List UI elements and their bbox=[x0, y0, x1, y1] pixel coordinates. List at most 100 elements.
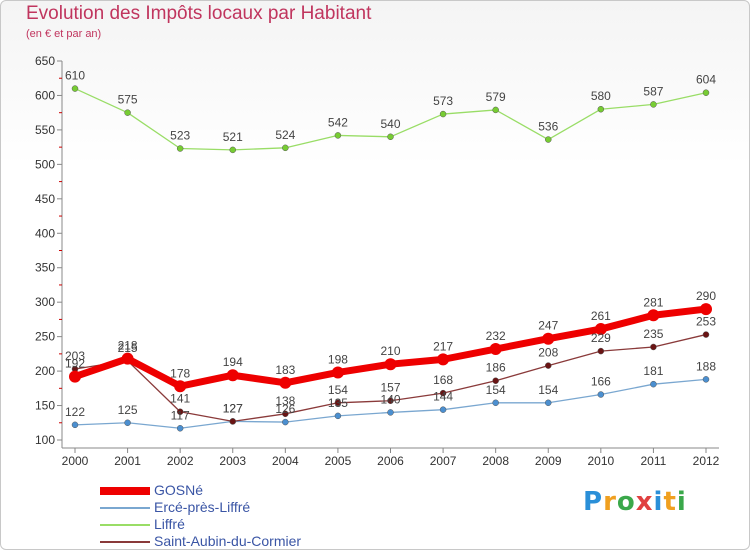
data-point bbox=[334, 412, 342, 420]
data-label: 575 bbox=[118, 93, 138, 107]
data-point bbox=[492, 399, 499, 407]
data-point bbox=[439, 110, 447, 118]
data-point bbox=[176, 425, 184, 432]
x-tick-label: 2012 bbox=[693, 454, 720, 468]
data-point bbox=[226, 369, 239, 382]
data-label: 138 bbox=[275, 394, 295, 408]
data-label: 523 bbox=[170, 129, 190, 143]
chart-subtitle: (en € et par an) bbox=[26, 28, 102, 40]
x-tick-label: 2004 bbox=[272, 454, 299, 468]
data-label: 235 bbox=[643, 327, 663, 341]
chart-title: Evolution des Impôts locaux par Habitant bbox=[26, 3, 372, 24]
data-point bbox=[176, 145, 184, 152]
data-point bbox=[71, 85, 79, 92]
data-point bbox=[124, 419, 131, 427]
data-label: 580 bbox=[591, 89, 611, 103]
data-point bbox=[384, 358, 397, 371]
x-tick-label: 2011 bbox=[641, 454, 667, 468]
logo-letter: x bbox=[635, 487, 654, 517]
y-tick-label: 200 bbox=[35, 364, 55, 378]
y-tick-label: 600 bbox=[35, 88, 55, 102]
data-label: 218 bbox=[118, 339, 138, 353]
data-label: 198 bbox=[328, 352, 348, 366]
data-label: 125 bbox=[118, 403, 138, 417]
legend-label: Saint-Aubin-du-Cormier bbox=[154, 533, 302, 549]
data-point bbox=[542, 332, 555, 345]
legend-swatch bbox=[100, 507, 150, 509]
data-point bbox=[650, 380, 657, 388]
logo-letter: P bbox=[583, 487, 604, 517]
proxiti-logo: Proxiti bbox=[583, 487, 687, 517]
data-point bbox=[597, 347, 605, 355]
x-tick-label: 2001 bbox=[114, 454, 141, 468]
data-label: 166 bbox=[591, 375, 611, 389]
data-label: 157 bbox=[380, 381, 400, 395]
data-label: 524 bbox=[275, 128, 295, 142]
data-point bbox=[492, 377, 499, 384]
data-label: 536 bbox=[538, 120, 558, 134]
data-label: 188 bbox=[696, 359, 716, 373]
data-label: 290 bbox=[696, 289, 716, 303]
y-tick-label: 500 bbox=[35, 157, 55, 171]
data-point bbox=[282, 410, 289, 418]
y-tick-label: 150 bbox=[35, 399, 55, 413]
data-point bbox=[439, 406, 447, 413]
data-point bbox=[702, 376, 710, 383]
data-point bbox=[229, 418, 236, 425]
data-label: 154 bbox=[328, 383, 348, 397]
logo-letter: r bbox=[603, 487, 617, 517]
x-tick-label: 2009 bbox=[535, 454, 562, 468]
data-label: 181 bbox=[643, 364, 663, 378]
legend-swatch bbox=[100, 524, 150, 526]
data-label: 573 bbox=[433, 94, 453, 108]
data-label: 232 bbox=[486, 329, 506, 343]
data-label: 168 bbox=[433, 373, 453, 387]
data-label: 610 bbox=[65, 69, 85, 83]
data-label: 542 bbox=[328, 115, 348, 129]
data-label: 587 bbox=[643, 84, 663, 98]
data-label: 127 bbox=[223, 401, 243, 415]
data-point bbox=[597, 105, 605, 113]
x-tick-label: 2007 bbox=[430, 454, 457, 468]
data-label: 604 bbox=[696, 73, 716, 87]
data-label: 141 bbox=[170, 392, 190, 406]
data-label: 210 bbox=[380, 344, 400, 358]
data-label: 229 bbox=[591, 331, 611, 345]
data-label: 217 bbox=[433, 339, 453, 353]
data-point bbox=[700, 303, 712, 316]
data-label: 154 bbox=[538, 383, 558, 397]
y-tick-label: 250 bbox=[35, 330, 55, 344]
data-label: 194 bbox=[223, 355, 243, 369]
data-label: 183 bbox=[275, 363, 295, 377]
y-tick-label: 550 bbox=[35, 123, 55, 137]
legend-swatch bbox=[100, 487, 150, 495]
data-point bbox=[334, 399, 342, 407]
data-point bbox=[387, 397, 394, 404]
logo-letter: o bbox=[616, 487, 636, 517]
data-label: 203 bbox=[65, 349, 85, 363]
data-point bbox=[387, 133, 394, 141]
y-tick-label: 450 bbox=[35, 192, 55, 206]
data-point bbox=[334, 132, 342, 139]
legend-swatch bbox=[100, 541, 150, 543]
legend-label: GOSNé bbox=[154, 482, 204, 498]
data-point bbox=[69, 370, 81, 383]
data-label: 122 bbox=[65, 405, 85, 419]
data-point bbox=[545, 362, 552, 369]
data-point bbox=[650, 101, 657, 108]
data-point bbox=[702, 89, 710, 96]
x-tick-label: 2002 bbox=[167, 454, 194, 468]
data-point bbox=[176, 408, 184, 415]
data-point bbox=[282, 418, 289, 426]
logo-letter: i bbox=[676, 487, 687, 517]
data-point bbox=[439, 389, 447, 397]
data-point bbox=[282, 144, 289, 152]
logo-letter: i bbox=[653, 487, 664, 517]
data-label: 117 bbox=[171, 408, 190, 422]
data-label: 281 bbox=[643, 295, 663, 309]
data-label: 135 bbox=[328, 396, 348, 410]
data-point bbox=[174, 380, 187, 393]
data-point bbox=[229, 146, 236, 154]
data-point bbox=[647, 309, 660, 322]
